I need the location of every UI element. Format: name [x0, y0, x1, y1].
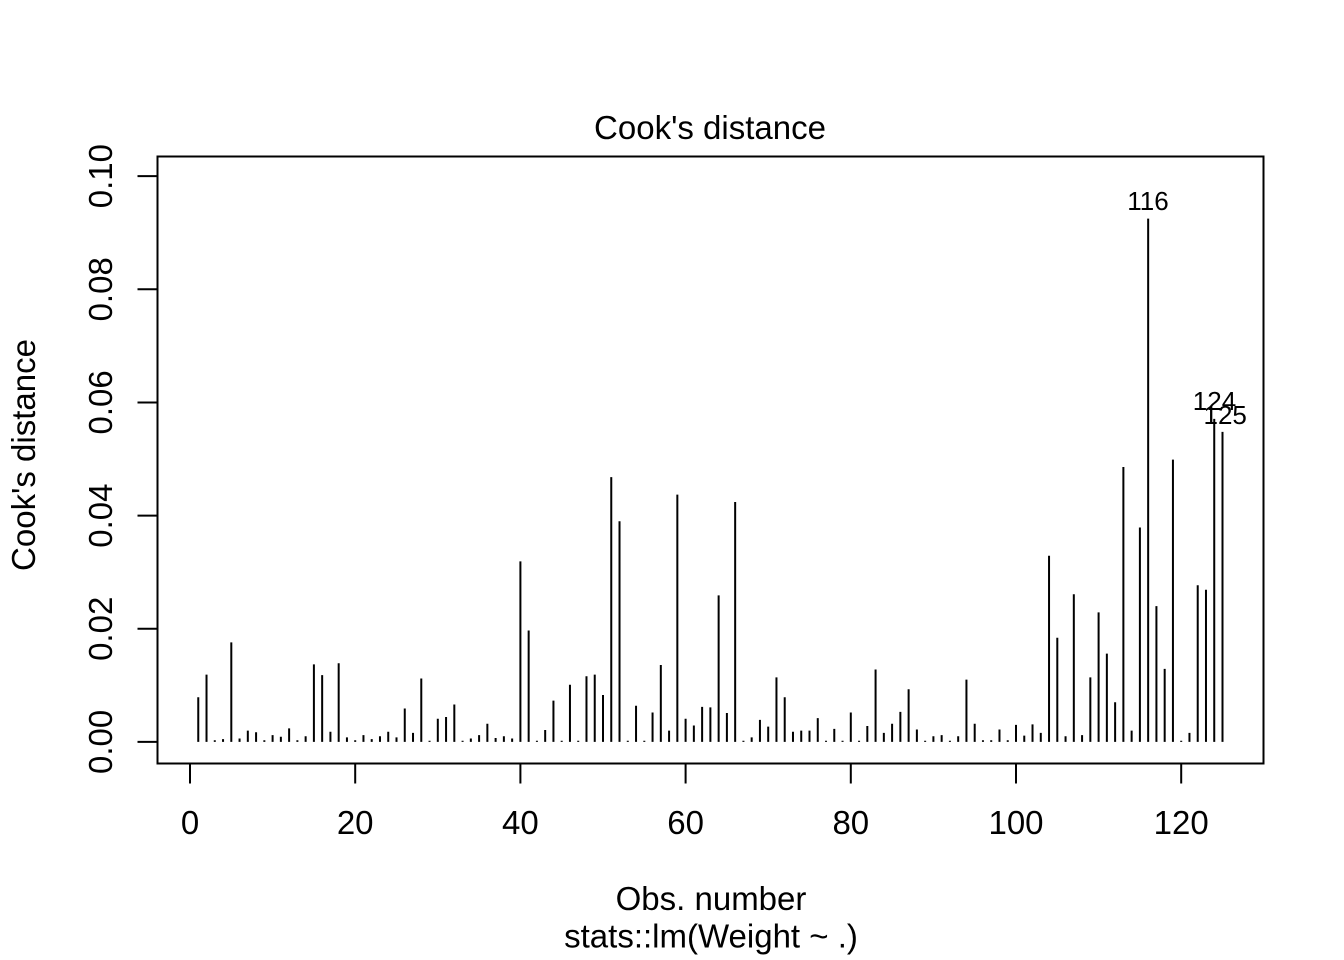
svg-text:124: 124 [1193, 386, 1236, 416]
svg-text:125: 125 [1204, 400, 1247, 430]
svg-text:0.00: 0.00 [82, 710, 119, 774]
svg-text:0.06: 0.06 [82, 370, 119, 434]
svg-text:Cook's distance: Cook's distance [594, 109, 826, 146]
svg-text:Cook's distance: Cook's distance [5, 339, 42, 571]
svg-text:stats::lm(Weight ~ .): stats::lm(Weight ~ .) [564, 918, 858, 955]
svg-text:0.08: 0.08 [82, 257, 119, 321]
svg-text:40: 40 [502, 804, 539, 841]
svg-text:0.02: 0.02 [82, 597, 119, 661]
svg-text:60: 60 [667, 804, 704, 841]
svg-text:120: 120 [1154, 804, 1209, 841]
svg-text:Obs. number: Obs. number [616, 880, 807, 917]
svg-text:0: 0 [181, 804, 199, 841]
svg-text:20: 20 [337, 804, 374, 841]
svg-text:116: 116 [1127, 186, 1168, 216]
svg-text:80: 80 [832, 804, 869, 841]
svg-text:0.10: 0.10 [82, 144, 119, 208]
svg-text:0.04: 0.04 [82, 483, 119, 547]
svg-text:100: 100 [988, 804, 1043, 841]
